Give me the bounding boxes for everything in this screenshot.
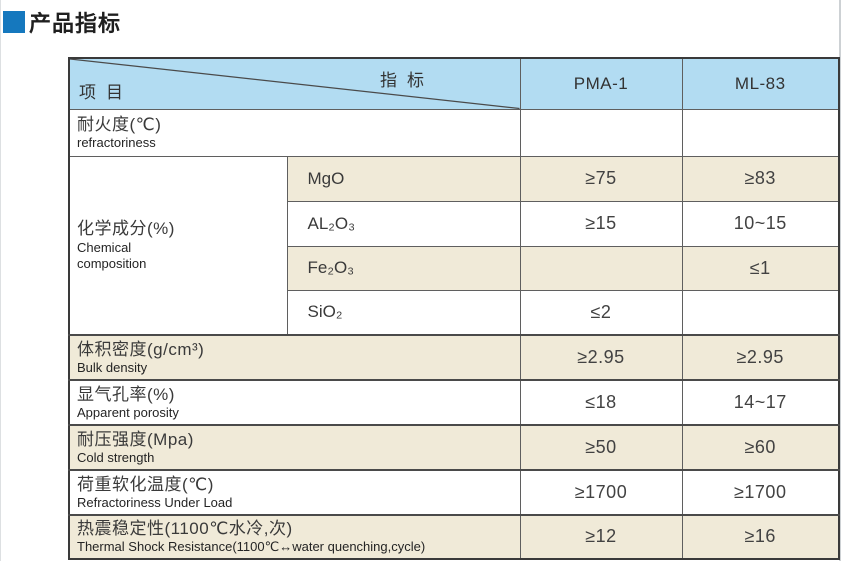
label-en: Cold strength [77, 450, 155, 465]
value-pma1 [519, 245, 683, 291]
diagonal-header-cell: 指标 项目 [68, 57, 521, 110]
value-pma1: ≥50 [519, 424, 683, 471]
value-pma1: ≥2.95 [519, 334, 683, 381]
title-bullet-icon [3, 11, 25, 33]
diagonal-line [70, 59, 520, 109]
header-indicator-label: 指标 [380, 71, 434, 90]
row-label-chemical-composition: 化学成分(%) Chemical composition [68, 155, 288, 336]
label-zh: 体积密度(g/cm³) [77, 339, 205, 359]
formula-fe2o3: Fe₂O₃ [286, 245, 521, 291]
value-ml83: ≥60 [681, 424, 840, 471]
value-ml83: 14~17 [681, 379, 840, 426]
value-ml83: 10~15 [681, 200, 840, 247]
label-en: Thermal Shock Resistance(1100℃↔water que… [77, 539, 426, 555]
row-label-thermal-shock: 热震稳定性(1100℃水冷,次) Thermal Shock Resistanc… [68, 514, 521, 559]
value-ml83: ≤1 [681, 245, 840, 291]
column-header-ml83: ML-83 [681, 57, 840, 110]
product-spec-table: 指标 项目 PMA-1 ML-83 耐火度(℃) refractoriness … [68, 57, 840, 560]
row-label-refractoriness: 耐火度(℃) refractoriness [68, 108, 521, 157]
value-ml83: ≥83 [681, 155, 840, 202]
table-row: AL₂O₃ ≥15 10~15 [69, 200, 840, 247]
label-zh: 耐火度(℃) [77, 114, 162, 134]
table-row: 耐压强度(Mpa) Cold strength ≥50 ≥60 [68, 424, 840, 471]
value-pma1: ≤2 [519, 289, 683, 336]
value-ml83: ≥16 [681, 514, 840, 559]
label-en: Chemical composition [77, 239, 147, 271]
value-ml83: ≥2.95 [681, 334, 840, 381]
table-row: 荷重软化温度(℃) Refractoriness Under Load ≥170… [68, 469, 840, 516]
label-en: Refractoriness Under Load [77, 495, 233, 510]
formula-sio2: SiO₂ [286, 289, 521, 336]
table-row: SiO₂ ≤2 [69, 289, 840, 336]
table-header-row: 指标 项目 PMA-1 ML-83 [68, 57, 840, 110]
value-pma1: ≤18 [519, 379, 683, 426]
row-label-bulk-density: 体积密度(g/cm³) Bulk density [68, 334, 521, 381]
value-pma1 [519, 108, 683, 157]
table-row: Fe₂O₃ ≤1 [69, 245, 840, 291]
table-row: 热震稳定性(1100℃水冷,次) Thermal Shock Resistanc… [68, 514, 840, 559]
value-pma1: ≥75 [519, 155, 683, 202]
label-zh: 荷重软化温度(℃) [77, 474, 214, 494]
row-label-cold-strength: 耐压强度(Mpa) Cold strength [68, 424, 521, 471]
value-ml83: ≥1700 [681, 469, 840, 516]
label-en: Apparent porosity [77, 405, 179, 420]
table-row: 体积密度(g/cm³) Bulk density ≥2.95 ≥2.95 [68, 334, 840, 381]
page-title-text: 产品指标 [29, 11, 122, 36]
label-zh: 显气孔率(%) [77, 384, 175, 404]
column-header-pma1: PMA-1 [519, 57, 683, 110]
formula-mgo: MgO [286, 155, 521, 202]
value-ml83 [681, 108, 840, 157]
row-label-refractoriness-under-load: 荷重软化温度(℃) Refractoriness Under Load [68, 469, 521, 516]
formula-al2o3: AL₂O₃ [286, 200, 521, 247]
table-row: 耐火度(℃) refractoriness [68, 108, 840, 157]
value-pma1: ≥1700 [519, 469, 683, 516]
label-en: Bulk density [77, 360, 148, 375]
header-item-label: 项目 [79, 82, 133, 102]
row-label-apparent-porosity: 显气孔率(%) Apparent porosity [68, 379, 521, 426]
label-zh: 热震稳定性(1100℃水冷,次) [77, 519, 293, 538]
table-row: 显气孔率(%) Apparent porosity ≤18 14~17 [68, 379, 840, 426]
value-pma1: ≥15 [519, 200, 683, 247]
label-en: refractoriness [77, 135, 156, 150]
value-pma1: ≥12 [519, 514, 683, 559]
product-spec-table-container: 指标 项目 PMA-1 ML-83 耐火度(℃) refractoriness … [68, 57, 840, 560]
label-zh: 耐压强度(Mpa) [77, 429, 194, 449]
value-ml83 [681, 289, 840, 336]
page-title: 产品指标 [3, 6, 121, 38]
label-zh: 化学成分(%) [77, 219, 175, 239]
table-row: 化学成分(%) Chemical composition MgO ≥75 ≥83 [68, 155, 840, 336]
